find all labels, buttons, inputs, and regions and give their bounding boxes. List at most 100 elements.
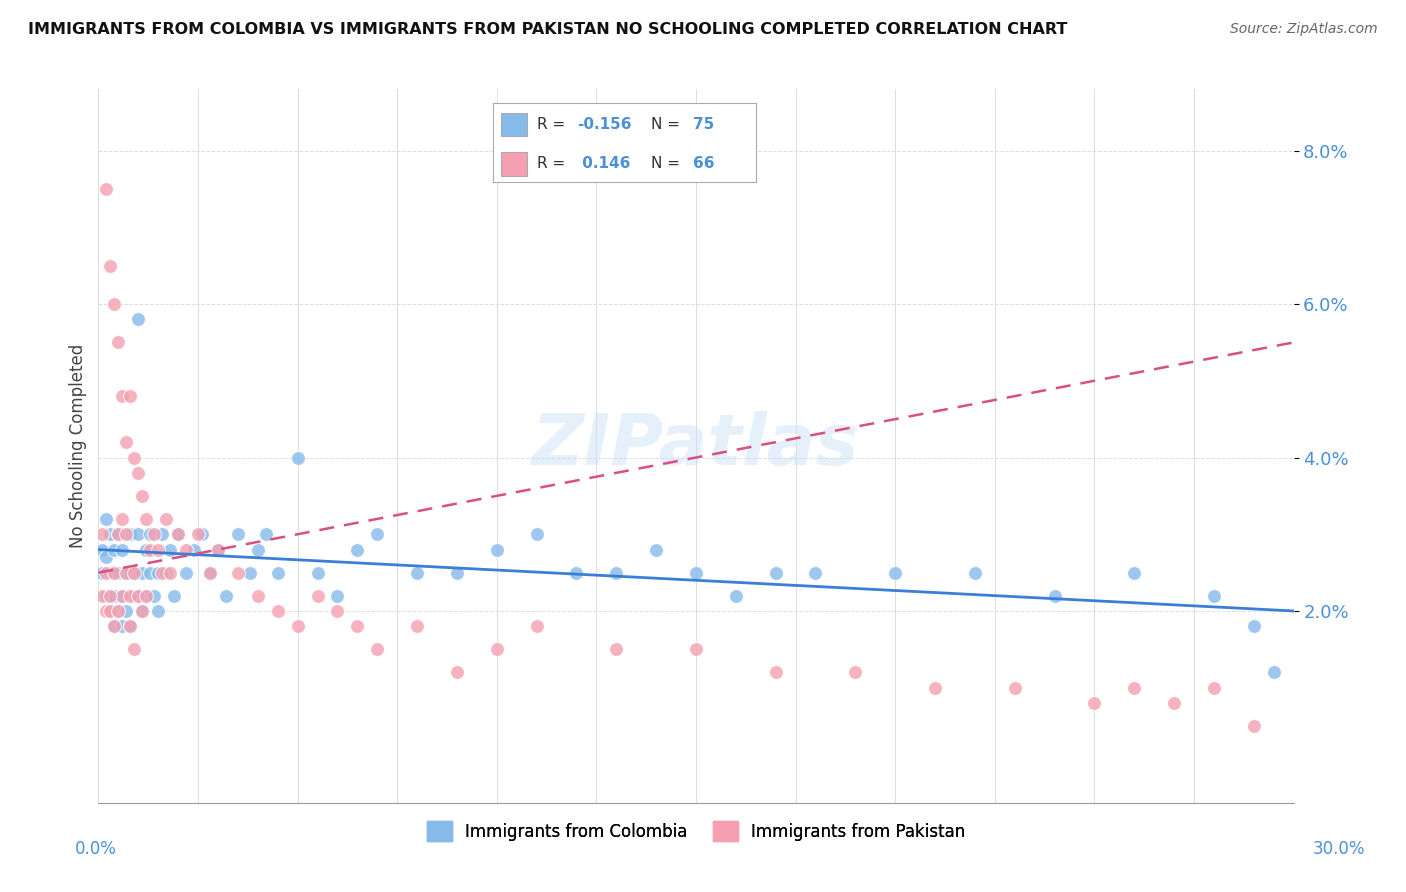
Point (804, 566, 827, 580)
Point (124, 566, 146, 580)
Point (207, 542, 229, 557)
Point (148, 566, 170, 580)
Point (1163, 696, 1185, 710)
Point (115, 604, 138, 618)
Point (135, 589, 157, 603)
Point (191, 527, 214, 541)
Point (226, 527, 249, 541)
Y-axis label: No Schooling Completed: No Schooling Completed (69, 344, 87, 548)
Text: IMMIGRANTS FROM COLOMBIA VS IMMIGRANTS FROM PAKISTAN NO SCHOOLING COMPLETED CORR: IMMIGRANTS FROM COLOMBIA VS IMMIGRANTS F… (28, 22, 1067, 37)
Point (174, 566, 197, 580)
Point (645, 542, 668, 557)
Point (346, 619, 368, 633)
Point (526, 527, 548, 541)
Point (307, 566, 329, 580)
Point (120, 619, 142, 633)
Point (115, 435, 138, 450)
Point (103, 542, 125, 557)
Point (139, 527, 162, 541)
Point (107, 335, 129, 350)
Point (765, 665, 787, 680)
Point (91, 542, 114, 557)
Point (685, 642, 707, 657)
Point (1083, 696, 1105, 710)
Point (267, 566, 290, 580)
Point (96, 550, 118, 565)
Point (366, 527, 388, 541)
Point (98, 604, 122, 618)
Point (267, 604, 290, 618)
Point (96, 604, 118, 618)
Point (226, 566, 249, 580)
Point (139, 566, 162, 580)
Point (96, 566, 118, 580)
Point (143, 589, 166, 603)
Point (120, 619, 142, 633)
Point (115, 527, 138, 541)
Point (120, 589, 142, 603)
Point (91, 566, 114, 580)
Point (120, 389, 142, 403)
Point (107, 604, 129, 618)
Point (724, 589, 747, 603)
Point (111, 619, 134, 633)
Point (111, 389, 134, 403)
Text: 30.0%: 30.0% (1312, 840, 1365, 858)
Point (124, 450, 146, 465)
Point (131, 604, 153, 618)
Point (103, 619, 125, 633)
Point (183, 542, 205, 557)
Point (103, 619, 125, 633)
Point (148, 604, 170, 618)
Point (159, 542, 181, 557)
Point (148, 542, 170, 557)
Point (135, 589, 157, 603)
Point (127, 312, 149, 326)
Text: 0.0%: 0.0% (75, 840, 117, 858)
Point (1202, 681, 1225, 695)
Point (96, 182, 118, 196)
Point (1123, 681, 1146, 695)
Point (287, 450, 309, 465)
Point (1243, 619, 1265, 633)
Point (96, 512, 118, 526)
Point (1243, 719, 1265, 733)
Point (565, 566, 588, 580)
Point (107, 566, 129, 580)
Point (187, 527, 209, 541)
Point (366, 642, 388, 657)
Point (127, 589, 149, 603)
Point (287, 619, 309, 633)
Point (1123, 566, 1146, 580)
Point (174, 542, 197, 557)
Point (198, 566, 221, 580)
Point (246, 589, 269, 603)
Point (111, 542, 134, 557)
Point (98, 566, 122, 580)
Point (91, 589, 114, 603)
Point (159, 566, 181, 580)
Point (685, 566, 707, 580)
Point (131, 604, 153, 618)
Point (111, 589, 134, 603)
Point (103, 589, 125, 603)
Point (139, 542, 162, 557)
Point (98, 259, 122, 273)
Point (111, 589, 134, 603)
Point (150, 566, 173, 580)
Point (326, 604, 349, 618)
Text: ZIPatlas: ZIPatlas (533, 411, 859, 481)
Point (120, 566, 142, 580)
Point (765, 566, 787, 580)
Point (1263, 665, 1285, 680)
Point (107, 527, 129, 541)
Point (167, 527, 190, 541)
Point (127, 527, 149, 541)
Point (924, 681, 946, 695)
Point (326, 589, 349, 603)
Point (91, 527, 114, 541)
Point (605, 642, 627, 657)
Point (124, 642, 146, 657)
Point (124, 566, 146, 580)
Point (1043, 589, 1066, 603)
